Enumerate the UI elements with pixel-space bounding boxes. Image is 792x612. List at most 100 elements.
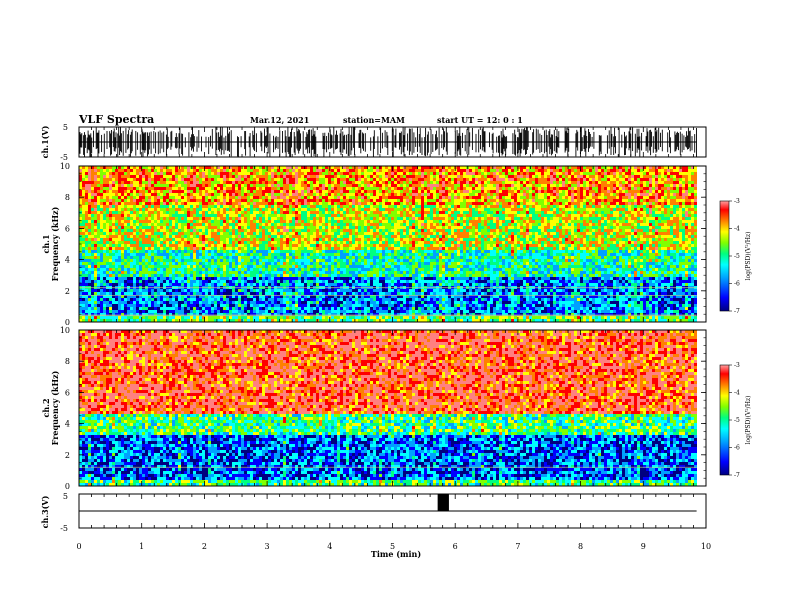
spectrogram-cell xyxy=(292,220,295,223)
spectrogram-cell xyxy=(127,220,130,223)
spectrogram-cell xyxy=(298,292,301,295)
spectrogram-cell xyxy=(130,274,133,277)
spectrogram-cell xyxy=(295,274,298,277)
spectrogram-cell xyxy=(121,313,124,316)
spectrogram-cell xyxy=(187,223,190,226)
spectrogram-cell xyxy=(247,202,250,205)
spectrogram-cell xyxy=(238,208,241,211)
spectrogram-cell xyxy=(301,199,304,202)
spectrogram-cell xyxy=(232,241,235,244)
spectrogram-cell xyxy=(259,313,262,316)
spectrogram-cell xyxy=(136,175,139,178)
spectrogram-cell xyxy=(325,280,328,283)
spectrogram-cell xyxy=(148,259,151,262)
spectrogram-cell xyxy=(274,259,277,262)
spectrogram-cell xyxy=(325,289,328,292)
spectrogram-cell xyxy=(301,277,304,280)
spectrogram-cell xyxy=(154,271,157,274)
spectrogram-cell xyxy=(301,289,304,292)
spectrogram-cell xyxy=(250,172,253,175)
spectrogram-cell xyxy=(259,262,262,265)
spectrogram-cell xyxy=(274,298,277,301)
spectrogram-cell xyxy=(208,304,211,307)
spectrogram-cell xyxy=(208,178,211,181)
spectrogram-cell xyxy=(268,283,271,286)
spectrogram-cell xyxy=(337,265,340,268)
spectrogram-cell xyxy=(103,232,106,235)
spectrogram-cell xyxy=(259,295,262,298)
spectrogram-cell xyxy=(133,166,136,169)
spectrogram-cell xyxy=(151,244,154,247)
spectrogram-cell xyxy=(211,262,214,265)
spectrogram-cell xyxy=(151,256,154,259)
spectrogram-cell xyxy=(187,226,190,229)
spectrogram-cell xyxy=(253,193,256,196)
spectrogram-cell xyxy=(280,190,283,193)
spectrogram-cell xyxy=(151,214,154,217)
spectrogram-cell xyxy=(157,217,160,220)
spectrogram-cell xyxy=(217,196,220,199)
spectrogram-cell xyxy=(244,166,247,169)
spectrogram-cell xyxy=(166,211,169,214)
spectrogram-cell xyxy=(232,169,235,172)
spectrogram-cell xyxy=(127,178,130,181)
spectrogram-cell xyxy=(244,289,247,292)
spectrogram-cell xyxy=(163,268,166,271)
ch1-ylabel: ch.1(V) xyxy=(40,125,50,158)
spectrogram-cell xyxy=(142,178,145,181)
spectrogram-cell xyxy=(265,211,268,214)
spectrogram-cell xyxy=(85,283,88,286)
spectrogram-cell xyxy=(127,304,130,307)
spectrogram-cell xyxy=(100,166,103,169)
spectrogram-cell xyxy=(247,199,250,202)
spectrogram-cell xyxy=(301,256,304,259)
spectrogram-cell xyxy=(196,307,199,310)
spectrogram-cell xyxy=(148,238,151,241)
spectrogram-cell xyxy=(91,196,94,199)
spectrogram-cell xyxy=(208,316,211,319)
spectrogram-cell xyxy=(106,217,109,220)
spectrogram-cell xyxy=(172,208,175,211)
spectrogram-cell xyxy=(79,214,82,217)
spectrogram-cell xyxy=(97,217,100,220)
spectrogram-cell xyxy=(148,301,151,304)
spectrogram-cell xyxy=(208,211,211,214)
spectrogram-cell xyxy=(136,319,139,322)
spectrogram-cell xyxy=(148,295,151,298)
spectrogram-cell xyxy=(286,289,289,292)
spectrogram-cell xyxy=(136,205,139,208)
spectrogram-cell xyxy=(181,301,184,304)
spectrogram-cell xyxy=(139,232,142,235)
spectrogram-cell xyxy=(301,208,304,211)
spectrogram-cell xyxy=(226,214,229,217)
spectrogram-cell xyxy=(283,256,286,259)
spectrogram-cell xyxy=(85,193,88,196)
spectrogram-cell xyxy=(187,283,190,286)
spectrogram-cell xyxy=(229,304,232,307)
spectrogram-cell xyxy=(241,298,244,301)
spectrogram-cell xyxy=(211,172,214,175)
spectrogram-cell xyxy=(220,193,223,196)
spectrogram-cell xyxy=(307,310,310,313)
spectrogram-cell xyxy=(91,247,94,250)
spectrogram-cell xyxy=(298,223,301,226)
spectrogram-cell xyxy=(91,256,94,259)
spectrogram-cell xyxy=(310,313,313,316)
spectrogram-cell xyxy=(226,244,229,247)
spectrogram-cell xyxy=(244,223,247,226)
spectrogram-cell xyxy=(316,316,319,319)
spectrogram-cell xyxy=(337,232,340,235)
spectrogram-cell xyxy=(190,196,193,199)
spectrogram-cell xyxy=(136,295,139,298)
spectrogram-cell xyxy=(181,181,184,184)
spectrogram-cell xyxy=(94,250,97,253)
spectrogram-cell xyxy=(160,178,163,181)
spectrogram-cell xyxy=(250,202,253,205)
spectrogram-cell xyxy=(307,259,310,262)
spectrogram-cell xyxy=(136,202,139,205)
spectrogram-cell xyxy=(178,268,181,271)
spectrogram-cell xyxy=(121,238,124,241)
spectrogram-cell xyxy=(172,292,175,295)
spectrogram-cell xyxy=(139,268,142,271)
spectrogram-cell xyxy=(328,274,331,277)
